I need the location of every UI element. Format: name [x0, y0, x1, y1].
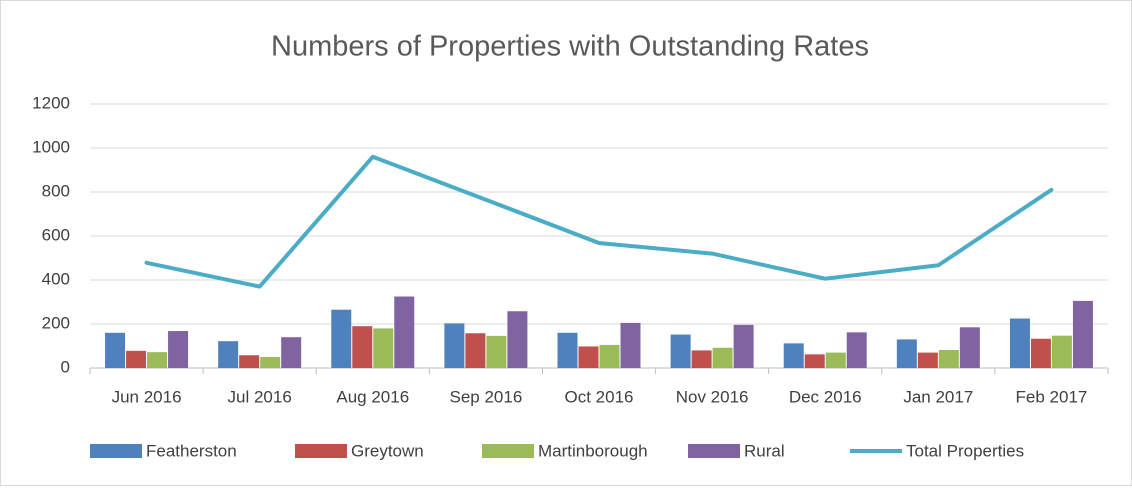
legend-swatch — [482, 444, 534, 458]
x-tick-label: Jan 2017 — [903, 387, 973, 406]
bar — [331, 309, 352, 368]
bar — [825, 352, 846, 368]
bar — [846, 332, 867, 368]
bar — [147, 352, 168, 368]
bar — [394, 296, 415, 368]
legend-swatch — [688, 444, 740, 458]
bar — [239, 355, 260, 368]
bar — [620, 322, 641, 368]
bar — [733, 324, 754, 368]
bar — [599, 344, 620, 368]
bar — [352, 326, 373, 368]
bar — [896, 339, 917, 368]
legend-label: Greytown — [351, 441, 424, 460]
bar — [1009, 318, 1030, 368]
y-tick-label: 400 — [42, 269, 70, 288]
x-tick-label: Dec 2016 — [789, 387, 862, 406]
x-tick-label: Sep 2016 — [449, 387, 522, 406]
x-tick-label: Jul 2016 — [228, 387, 292, 406]
bar — [218, 341, 239, 368]
legend-label: Total Properties — [906, 441, 1024, 460]
chart-title: Numbers of Properties with Outstanding R… — [271, 31, 869, 63]
y-tick-label: 0 — [61, 357, 70, 376]
bar — [1030, 338, 1051, 368]
bar — [804, 354, 825, 368]
legend-label: Rural — [744, 441, 785, 460]
y-tick-label: 200 — [42, 313, 70, 332]
bar — [783, 343, 804, 368]
bar — [959, 327, 980, 368]
x-tick-label: Nov 2016 — [676, 387, 749, 406]
bar — [105, 332, 126, 368]
legend-label: Martinborough — [538, 441, 648, 460]
bar — [168, 331, 189, 368]
bar — [281, 337, 302, 368]
legend-label: Featherston — [146, 441, 237, 460]
bar — [444, 323, 465, 368]
bar — [465, 333, 486, 368]
bar — [557, 332, 578, 368]
bar — [712, 347, 733, 368]
y-tick-label: 1000 — [32, 137, 70, 156]
bar — [691, 350, 712, 368]
legend-swatch — [295, 444, 347, 458]
y-tick-label: 600 — [42, 225, 70, 244]
bar — [938, 349, 959, 368]
bar — [578, 346, 599, 368]
bar — [260, 357, 281, 368]
bar — [1051, 335, 1072, 368]
bar — [1072, 300, 1093, 368]
y-tick-label: 1200 — [32, 93, 70, 112]
bar — [670, 334, 691, 368]
bar — [486, 335, 507, 368]
bar — [373, 328, 394, 368]
y-tick-label: 800 — [42, 181, 70, 200]
x-tick-label: Feb 2017 — [1016, 387, 1088, 406]
x-tick-label: Aug 2016 — [336, 387, 409, 406]
bar — [507, 311, 528, 368]
line — [144, 154, 1054, 289]
legend-swatch — [90, 444, 142, 458]
x-tick-label: Jun 2016 — [112, 387, 182, 406]
bar — [126, 350, 147, 368]
x-tick-label: Oct 2016 — [565, 387, 634, 406]
bar — [917, 352, 938, 368]
